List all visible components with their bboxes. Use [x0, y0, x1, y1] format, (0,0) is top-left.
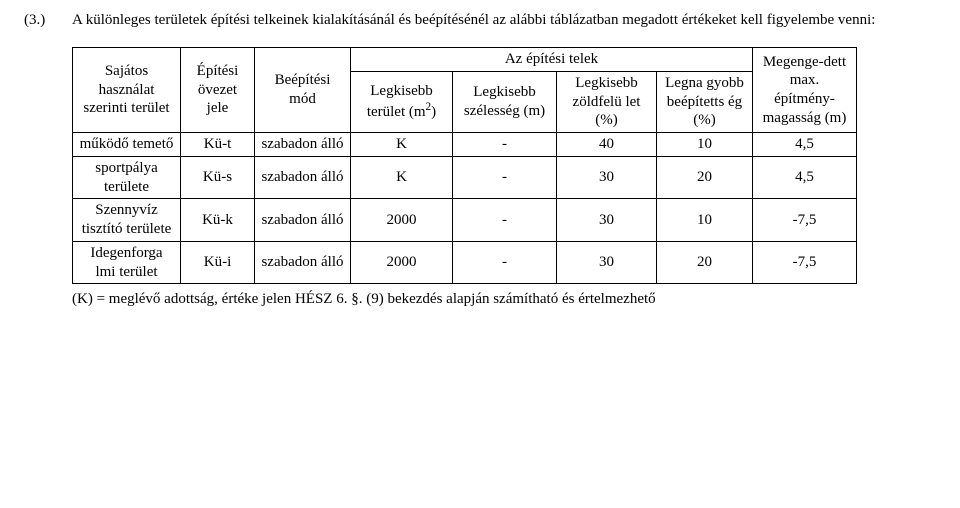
header-col3-text: Legkisebb terület (m — [367, 83, 433, 121]
cell-e: -7,5 — [753, 199, 857, 242]
cell-a: 2000 — [351, 199, 453, 242]
cell-c: 30 — [557, 199, 657, 242]
cell-c: 30 — [557, 156, 657, 199]
header-col3: Legkisebb terület (m2) — [351, 71, 453, 132]
cell-mod: szabadon álló — [255, 241, 351, 284]
cell-b: - — [453, 199, 557, 242]
cell-a: K — [351, 133, 453, 157]
cell-jele: Kü-i — [181, 241, 255, 284]
cell-b: - — [453, 241, 557, 284]
cell-e: 4,5 — [753, 133, 857, 157]
intro-paragraph: (3.) A különleges területek építési telk… — [24, 12, 936, 29]
cell-label: Szennyvíz tisztító területe — [73, 199, 181, 242]
table-row: sportpálya területe Kü-s szabadon álló K… — [73, 156, 857, 199]
cell-jele: Kü-s — [181, 156, 255, 199]
cell-label: Idegenforga lmi terület — [73, 241, 181, 284]
cell-c: 40 — [557, 133, 657, 157]
cell-mod: szabadon álló — [255, 156, 351, 199]
cell-d: 20 — [657, 156, 753, 199]
cell-d: 20 — [657, 241, 753, 284]
cell-c: 30 — [557, 241, 657, 284]
table-block: Sajátos használat szerinti terület Építé… — [72, 47, 936, 309]
cell-d: 10 — [657, 199, 753, 242]
classification-table: Sajátos használat szerinti terület Építé… — [72, 47, 857, 284]
table-header-row-1: Sajátos használat szerinti terület Építé… — [73, 48, 857, 72]
cell-label: működő temető — [73, 133, 181, 157]
cell-e: 4,5 — [753, 156, 857, 199]
cell-b: - — [453, 133, 557, 157]
header-col1: Építési övezet jele — [181, 48, 255, 133]
paragraph-text: A különleges területek építési telkeinek… — [72, 12, 936, 29]
cell-jele: Kü-t — [181, 133, 255, 157]
cell-jele: Kü-k — [181, 199, 255, 242]
table-row: Idegenforga lmi terület Kü-i szabadon ál… — [73, 241, 857, 284]
header-row1: Sajátos használat szerinti terület — [73, 48, 181, 133]
paragraph-number: (3.) — [24, 12, 72, 29]
header-col7: Megenge-dett max. építmény-magasság (m) — [753, 48, 857, 133]
cell-e: -7,5 — [753, 241, 857, 284]
header-col3-tail: ) — [431, 104, 436, 120]
cell-a: 2000 — [351, 241, 453, 284]
table-row: működő temető Kü-t szabadon álló K - 40 … — [73, 133, 857, 157]
cell-a: K — [351, 156, 453, 199]
table-row: Szennyvíz tisztító területe Kü-k szabado… — [73, 199, 857, 242]
header-col5: Legkisebb zöldfelü let (%) — [557, 71, 657, 132]
cell-mod: szabadon álló — [255, 199, 351, 242]
cell-d: 10 — [657, 133, 753, 157]
cell-mod: szabadon álló — [255, 133, 351, 157]
table-footnote: (K) = meglévő adottság, értéke jelen HÉS… — [72, 290, 936, 309]
cell-label: sportpálya területe — [73, 156, 181, 199]
header-col4: Legkisebb szélesség (m) — [453, 71, 557, 132]
header-col6: Legna gyobb beépítetts ég (%) — [657, 71, 753, 132]
cell-b: - — [453, 156, 557, 199]
header-col2: Beépítési mód — [255, 48, 351, 133]
header-span-top: Az építési telek — [351, 48, 753, 72]
